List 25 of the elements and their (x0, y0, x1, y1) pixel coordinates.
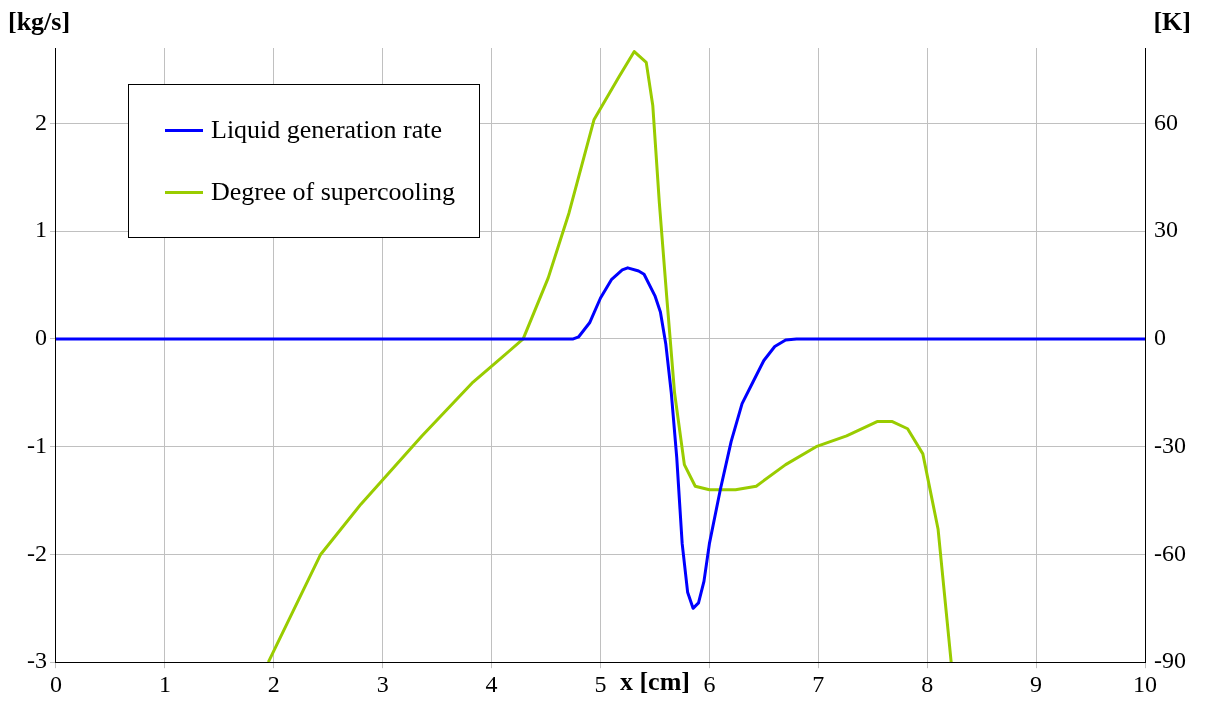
x-tick-label: 6 (703, 670, 716, 697)
y-tick-label: -3 (26, 647, 47, 674)
y-tick-label: 1 (34, 216, 47, 243)
x-tick-label: 4 (485, 670, 498, 697)
x-tick-label: 5 (594, 670, 607, 697)
y-tick-label: -2 (26, 539, 47, 566)
x-tick-label: 2 (267, 670, 280, 697)
y2-tick-label: 60 (1154, 108, 1179, 135)
y2-tick-label: -60 (1154, 539, 1187, 566)
x-axis-title: x [cm] (619, 666, 690, 696)
x-tick-label: 9 (1030, 670, 1043, 697)
y2-tick-label: 30 (1154, 216, 1179, 243)
y-tick-label: 0 (34, 324, 47, 351)
y2-axis-title: [K] (1153, 6, 1191, 36)
y-tick-label: -1 (26, 431, 47, 458)
x-tick-label: 7 (812, 670, 825, 697)
y2-tick-label: 0 (1154, 324, 1167, 351)
legend-label: Liquid generation rate (211, 115, 443, 145)
x-tick-label: 8 (921, 670, 934, 697)
y-axis-title: [kg/s] (8, 6, 71, 36)
legend-label: Degree of supercooling (211, 177, 456, 207)
y-tick-label: 2 (34, 108, 47, 135)
x-tick-label: 1 (158, 670, 171, 697)
y2-tick-label: -30 (1154, 431, 1187, 458)
x-tick-label: 3 (376, 670, 389, 697)
